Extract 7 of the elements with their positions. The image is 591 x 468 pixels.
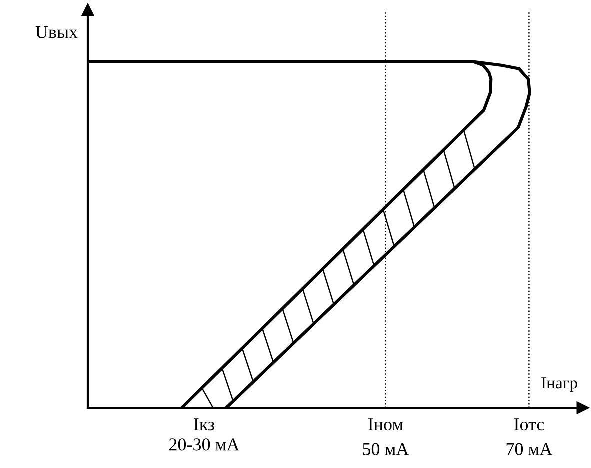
y-axis-title: Uвых	[36, 26, 78, 38]
text: Iкз 20-30 мА	[169, 418, 240, 451]
ref-line-label: Iном	[368, 418, 404, 431]
ref-line-label: Iотс	[514, 418, 544, 431]
x-axis-title: Iнагр	[542, 378, 578, 392]
x-tick-label: 50 мА	[363, 443, 410, 456]
x-tick-label: 70 мА	[506, 443, 553, 456]
